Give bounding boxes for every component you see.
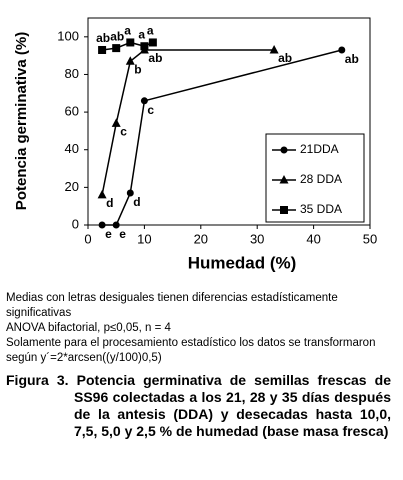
point-label: a: [147, 24, 154, 38]
legend-box: [265, 133, 365, 223]
legend-label: 35 DDA: [300, 202, 342, 216]
point-label: e: [119, 227, 126, 241]
x-tick-label: 0: [84, 231, 91, 246]
notes: Medias con letras desiguales tienen dife…: [6, 291, 391, 366]
x-tick-label: 50: [363, 231, 377, 246]
data-point: [140, 42, 149, 51]
y-tick-label: 20: [65, 179, 79, 194]
note: Solamente para el procesamiento estadíst…: [6, 337, 376, 364]
y-tick-label: 80: [65, 66, 79, 81]
data-point: [97, 189, 107, 199]
data-point: [112, 221, 120, 229]
data-point: [98, 221, 106, 229]
x-tick-label: 40: [306, 231, 320, 246]
x-tick-label: 20: [194, 231, 208, 246]
legend-marker: [280, 146, 288, 154]
data-point: [98, 45, 107, 54]
legend-label: 21DDA: [300, 142, 339, 156]
note: Medias con letras desiguales tienen dife…: [6, 292, 338, 319]
point-label: d: [106, 196, 113, 210]
data-point: [126, 38, 135, 47]
point-label: ab: [148, 51, 162, 65]
legend-marker: [280, 206, 288, 214]
point-label: a: [124, 24, 131, 38]
chart: Potencia germinativa (%) Humedad (%) 0 20…: [13, 17, 377, 272]
caption-label: Figura 3.: [6, 372, 69, 388]
x-axis-label: Humedad (%): [188, 253, 297, 272]
point-label: ab: [345, 52, 359, 66]
point-label: e: [105, 227, 112, 241]
point-label: ab: [96, 31, 110, 45]
point-label: b: [134, 62, 141, 76]
caption: Figura 3. Potencia germinativa de semill…: [6, 372, 391, 440]
data-point: [140, 97, 148, 105]
y-tick-label: 60: [65, 104, 79, 119]
point-label: a: [138, 27, 145, 41]
data-point: [338, 46, 346, 54]
note: ANOVA bifactorial, p≤0,05, n = 4: [6, 322, 171, 334]
series-line: [101, 49, 275, 196]
caption-text: Potencia germinativa de semillas frescas…: [74, 372, 391, 439]
data-point: [125, 56, 135, 65]
data-point: [126, 189, 134, 197]
x-tick-label: 30: [250, 231, 264, 246]
data-point: [112, 44, 121, 53]
legend-label: 28 DDA: [300, 172, 342, 186]
legend-marker: [279, 175, 289, 184]
y-tick-label: 100: [57, 28, 79, 43]
point-label: c: [120, 125, 127, 139]
data-point: [148, 38, 157, 47]
y-tick-label: 0: [72, 216, 79, 231]
point-label: c: [147, 103, 154, 117]
data-point: [269, 44, 279, 54]
x-tick-label: 10: [137, 231, 151, 246]
plot-frame: [87, 17, 371, 226]
point-label: ab: [278, 51, 292, 65]
y-axis-label: Potencia germinativa (%): [13, 32, 30, 210]
y-tick-label: 40: [65, 141, 79, 156]
point-label: d: [133, 195, 140, 209]
data-point: [111, 118, 121, 127]
point-label: ab: [110, 29, 124, 43]
